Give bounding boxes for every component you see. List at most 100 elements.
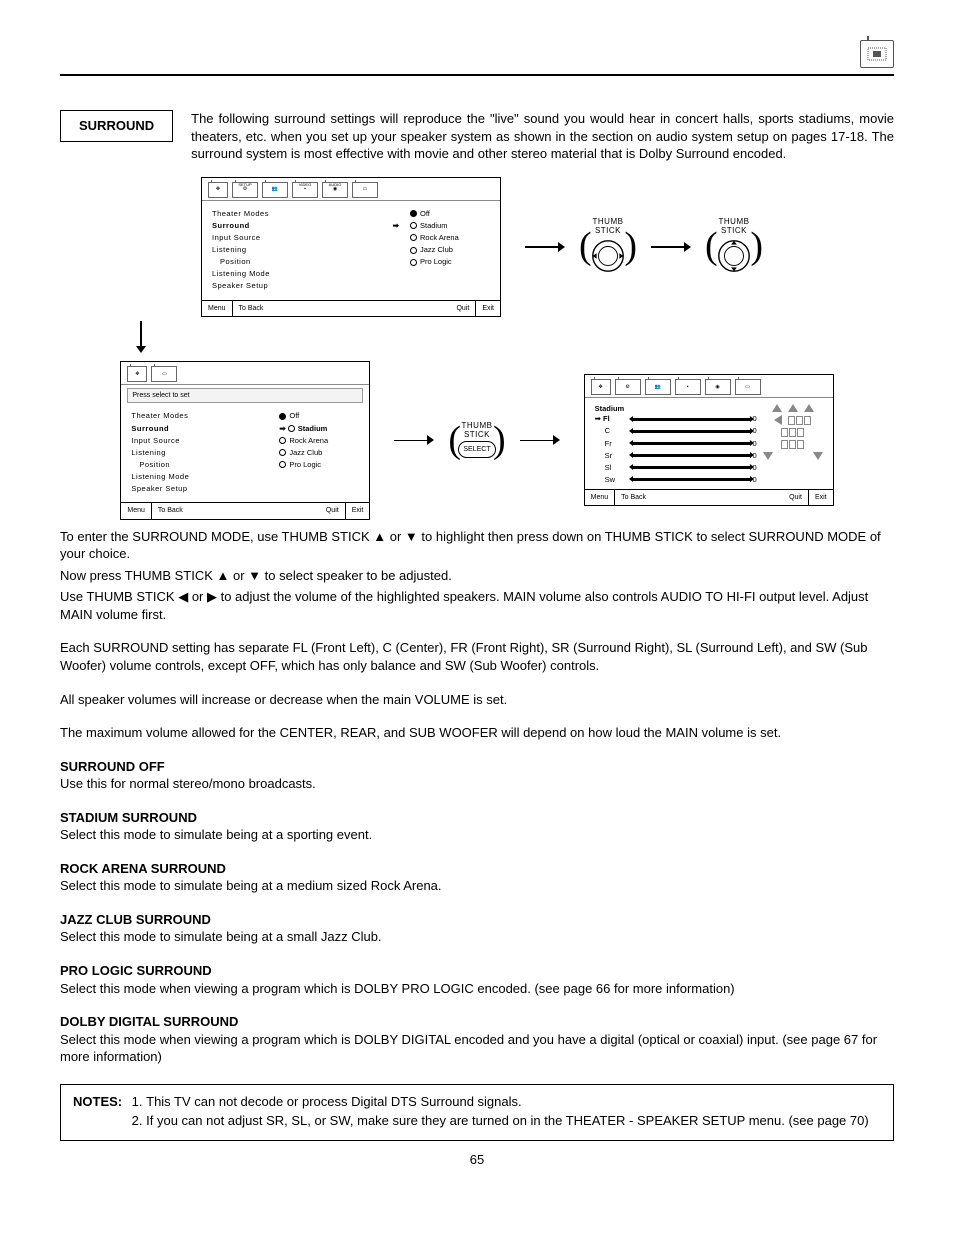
tab-audio: AUDIO◉ (322, 182, 348, 198)
menu-option: Pro Logic (279, 460, 359, 470)
mode-heading: SURROUND OFF (60, 758, 894, 776)
menu-item: Speaker Setup (212, 281, 400, 291)
tab-theater: ▭ (352, 182, 378, 198)
menu-items-col: Theater Modes Surround➡ Input Source Lis… (212, 209, 400, 292)
diagram-area: ✥ SETUP⚙ 👥 VIDEO▪ AUDIO◉ ▭ Theater Modes… (60, 177, 894, 520)
header-rule (60, 74, 894, 76)
note-item: This TV can not decode or process Digita… (146, 1093, 881, 1111)
tab-video: ▪ (675, 379, 701, 395)
thumbstick-v-icon (715, 237, 753, 275)
theater-icon (860, 40, 894, 68)
slider-ch: Sw (595, 475, 629, 485)
slider-bars: 0 0 0 0 0 0 (633, 414, 757, 485)
mode-heading: DOLBY DIGITAL SURROUND (60, 1013, 894, 1031)
para: To enter the SURROUND MODE, use THUMB ST… (60, 528, 894, 563)
select-button-icon: SELECT (458, 441, 495, 458)
menu-item: Theater Modes (212, 209, 400, 219)
slider-box: ✥ ⚙ 👥 ▪ ◉ ▭ Stadium ➡ Fl C Fr Sr (584, 374, 834, 506)
menu-item: Input Source (212, 233, 400, 243)
arrow-down-icon (140, 321, 142, 347)
mode-desc: Use this for normal stereo/mono broadcas… (60, 775, 894, 793)
tab-move-icon: ✥ (208, 182, 228, 198)
tab-setup: ⚙ (615, 379, 641, 395)
para: Each SURROUND setting has separate FL (F… (60, 639, 894, 674)
menu-item: Speaker Setup (131, 484, 269, 494)
menu-option: Pro Logic (410, 257, 490, 267)
tab-video: VIDEO▪ (292, 182, 318, 198)
slider-ch: Sl (595, 463, 629, 473)
arrow-right-icon (520, 435, 560, 445)
menu-item: Position (212, 257, 400, 267)
mode-desc: Select this mode to simulate being at a … (60, 877, 894, 895)
note-item: If you can not adjust SR, SL, or SW, mak… (146, 1112, 881, 1130)
menu-footer: MenuTo Back QuitExit (202, 300, 500, 316)
menu-option: Stadium (410, 221, 490, 231)
slider-ch: Sr (595, 451, 629, 461)
thumbstick-select: THUMB STICK SELECT (458, 422, 495, 458)
slider-channel-labels: ➡ Fl C Fr Sr Sl Sw (595, 414, 629, 485)
tab-theater: ▭ (151, 366, 177, 382)
notes-label: NOTES: (73, 1093, 122, 1132)
mode-desc: Select this mode to simulate being at a … (60, 826, 894, 844)
menu-item: Position (131, 460, 269, 470)
menu-item: Input Source (131, 436, 269, 446)
slider-title: Stadium (595, 404, 757, 414)
menu-options-col: Off Stadium Rock Arena Jazz Club Pro Log… (410, 209, 490, 292)
mode-heading: STADIUM SURROUND (60, 809, 894, 827)
menu-item-selected: Surround➡ (212, 221, 400, 231)
tab-move-icon: ✥ (127, 366, 147, 382)
thumbstick-label: THUMB STICK (593, 218, 624, 235)
thumbstick-hv: THUMB STICK (589, 218, 627, 275)
menu-box-1: ✥ SETUP⚙ 👥 VIDEO▪ AUDIO◉ ▭ Theater Modes… (201, 177, 501, 317)
mode-desc: Select this mode when viewing a program … (60, 980, 894, 998)
para: Use THUMB STICK ◀ or ▶ to adjust the vol… (60, 588, 894, 623)
instruction-text: To enter the SURROUND MODE, use THUMB ST… (60, 528, 894, 1066)
menu-item: Listening (131, 448, 269, 458)
menu-option: Jazz Club (279, 448, 359, 458)
arrow-right-icon (651, 242, 691, 252)
mode-desc: Select this mode to simulate being at a … (60, 928, 894, 946)
menu-option: Rock Arena (410, 233, 490, 243)
section-title-box: SURROUND (60, 110, 173, 142)
mode-heading: JAZZ CLUB SURROUND (60, 911, 894, 929)
tab-people: 👥 (262, 182, 288, 198)
thumbstick-h-icon (589, 237, 627, 275)
arrow-down-holder (140, 317, 142, 351)
para: All speaker volumes will increase or dec… (60, 691, 894, 709)
tab-people: 👥 (645, 379, 671, 395)
menu-item: Listening (212, 245, 400, 255)
thumbstick-label: THUMB STICK (719, 218, 750, 235)
thumbstick-v: THUMB STICK (715, 218, 753, 275)
mode-desc: Select this mode when viewing a program … (60, 1031, 894, 1066)
menu-item-selected: Surround (131, 424, 269, 434)
menu-option: Jazz Club (410, 245, 490, 255)
page-number: 65 (60, 1151, 894, 1169)
menu-tabs: ✥ SETUP⚙ 👥 VIDEO▪ AUDIO◉ ▭ (202, 178, 500, 201)
menu-item: Listening Mode (212, 269, 400, 279)
menu-option: Off (279, 411, 359, 421)
tab-audio: ◉ (705, 379, 731, 395)
menu-option: Rock Arena (279, 436, 359, 446)
tab-move-icon: ✥ (591, 379, 611, 395)
tab-setup: SETUP⚙ (232, 182, 258, 198)
menu-option-selected: ➡ Stadium (279, 424, 359, 434)
intro-row: SURROUND The following surround settings… (60, 110, 894, 163)
menu-item: Theater Modes (131, 411, 269, 421)
slider-ch: Fr (595, 439, 629, 449)
notes-box: NOTES: This TV can not decode or process… (60, 1084, 894, 1141)
slider-ch: ➡ Fl (595, 414, 629, 424)
tab-theater: ▭ (735, 379, 761, 395)
arrow-right-icon (394, 435, 434, 445)
mode-heading: PRO LOGIC SURROUND (60, 962, 894, 980)
intro-paragraph: The following surround settings will rep… (191, 110, 894, 163)
menu-option: Off (410, 209, 490, 219)
slider-ch: C (595, 426, 629, 436)
menu-item: Listening Mode (131, 472, 269, 482)
para: The maximum volume allowed for the CENTE… (60, 724, 894, 742)
mode-heading: ROCK ARENA SURROUND (60, 860, 894, 878)
thumbstick-label: THUMB STICK (462, 422, 493, 439)
header-icon-row (60, 40, 894, 68)
para: Now press THUMB STICK ▲ or ▼ to select s… (60, 567, 894, 585)
menu-box-2: ✥ ▭ Press select to set Theater Modes Su… (120, 361, 370, 520)
slider-right-icons (763, 404, 823, 485)
